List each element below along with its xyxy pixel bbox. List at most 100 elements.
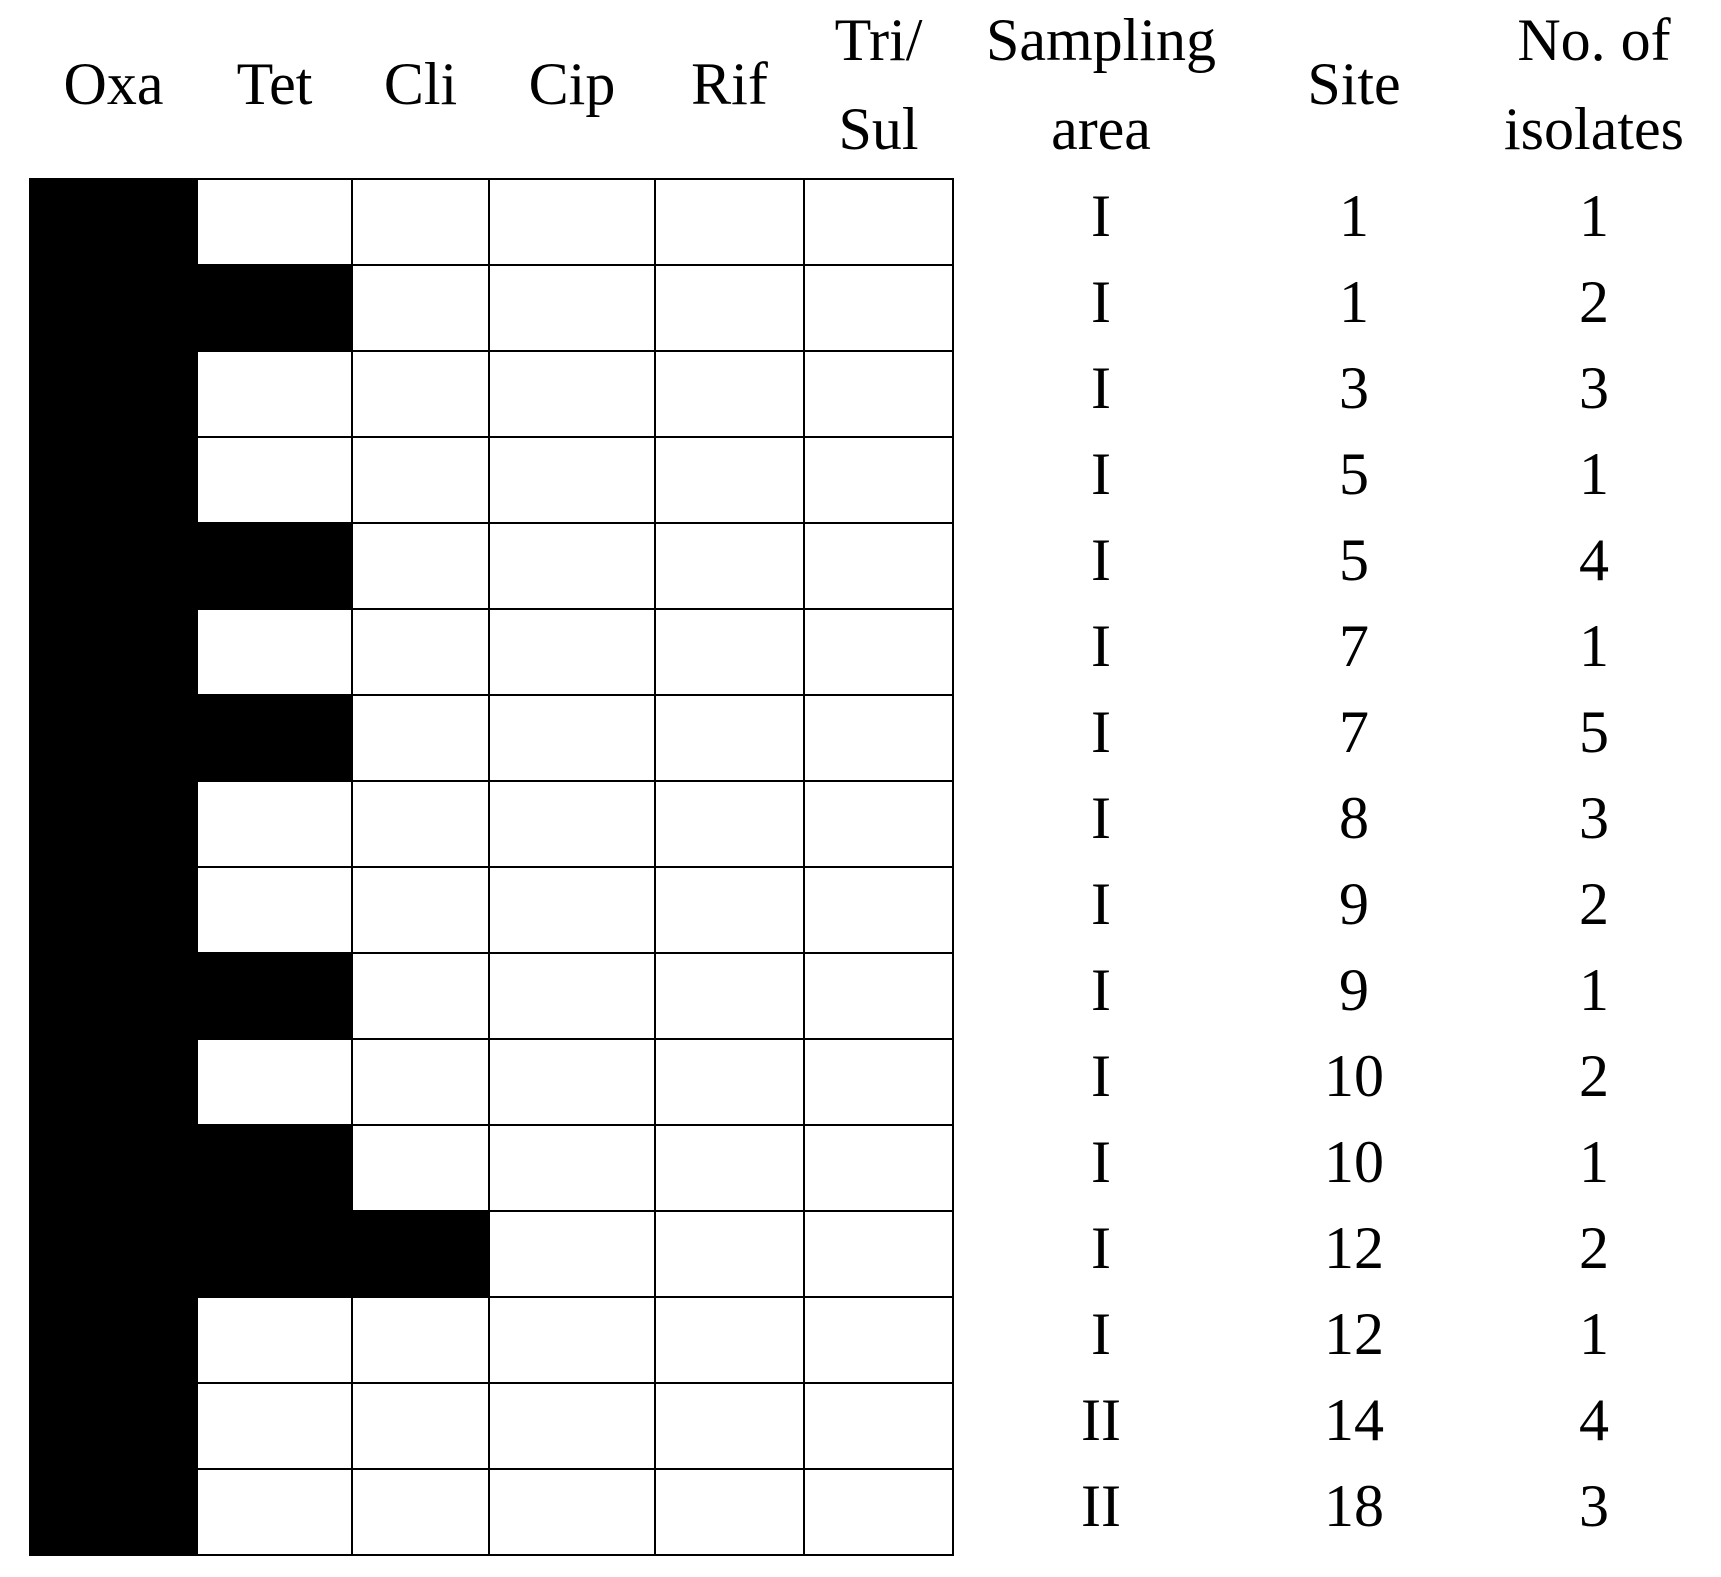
resistant-cell — [196, 522, 353, 610]
resistant-cell — [29, 436, 198, 524]
column-header: No. of — [1517, 7, 1670, 73]
area-cell: II — [1081, 1473, 1121, 1539]
area-cell: I — [1091, 871, 1111, 937]
susceptible-cell — [654, 608, 805, 696]
column-header: Tri/ — [835, 7, 923, 73]
susceptible-cell — [196, 866, 353, 954]
site-cell: 10 — [1324, 1129, 1384, 1195]
site-cell: 12 — [1324, 1215, 1384, 1281]
isolates-cell: 5 — [1579, 699, 1609, 765]
isolates-cell: 2 — [1579, 871, 1609, 937]
isolates-cell: 1 — [1579, 613, 1609, 679]
area-cell: I — [1091, 183, 1111, 249]
susceptible-cell — [196, 1468, 353, 1556]
isolates-cell: 1 — [1579, 441, 1609, 507]
resistant-cell — [29, 1038, 198, 1126]
site-cell: 12 — [1324, 1301, 1384, 1367]
resistant-cell — [29, 522, 198, 610]
area-cell: I — [1091, 1215, 1111, 1281]
isolates-cell: 1 — [1579, 1301, 1609, 1367]
resistant-cell — [196, 264, 353, 352]
site-cell: 9 — [1339, 957, 1369, 1023]
susceptible-cell — [654, 522, 805, 610]
susceptible-cell — [488, 1124, 656, 1212]
susceptible-cell — [488, 608, 656, 696]
susceptible-cell — [488, 1296, 656, 1384]
susceptible-cell — [351, 522, 490, 610]
area-cell: I — [1091, 441, 1111, 507]
susceptible-cell — [488, 264, 656, 352]
column-header: Cli — [384, 51, 457, 117]
area-cell: I — [1091, 957, 1111, 1023]
resistant-cell — [196, 1210, 353, 1298]
susceptible-cell — [803, 1124, 954, 1212]
susceptible-cell — [196, 350, 353, 438]
column-header: area — [1051, 96, 1151, 162]
resistant-cell — [29, 1210, 198, 1298]
column-header: isolates — [1504, 96, 1684, 162]
susceptible-cell — [351, 1124, 490, 1212]
area-cell: I — [1091, 1043, 1111, 1109]
susceptible-cell — [654, 694, 805, 782]
site-cell: 8 — [1339, 785, 1369, 851]
susceptible-cell — [803, 694, 954, 782]
susceptible-cell — [654, 436, 805, 524]
resistant-cell — [29, 1124, 198, 1212]
susceptible-cell — [803, 866, 954, 954]
resistant-cell — [29, 694, 198, 782]
susceptible-cell — [351, 1468, 490, 1556]
susceptible-cell — [488, 178, 656, 266]
isolates-cell: 2 — [1579, 269, 1609, 335]
susceptible-cell — [654, 1382, 805, 1470]
susceptible-cell — [488, 436, 656, 524]
susceptible-cell — [196, 1382, 353, 1470]
susceptible-cell — [351, 436, 490, 524]
susceptible-cell — [488, 1038, 656, 1126]
susceptible-cell — [654, 350, 805, 438]
susceptible-cell — [351, 608, 490, 696]
susceptible-cell — [654, 1038, 805, 1126]
site-cell: 3 — [1339, 355, 1369, 421]
susceptible-cell — [803, 952, 954, 1040]
susceptible-cell — [654, 264, 805, 352]
column-header: Sul — [838, 96, 918, 162]
isolates-cell: 1 — [1579, 1129, 1609, 1195]
resistant-cell — [29, 608, 198, 696]
susceptible-cell — [351, 866, 490, 954]
site-cell: 5 — [1339, 441, 1369, 507]
susceptible-cell — [351, 1038, 490, 1126]
area-cell: I — [1091, 355, 1111, 421]
susceptible-cell — [351, 952, 490, 1040]
susceptible-cell — [803, 178, 954, 266]
resistant-cell — [29, 780, 198, 868]
susceptible-cell — [351, 1296, 490, 1384]
susceptible-cell — [351, 178, 490, 266]
site-cell: 1 — [1339, 183, 1369, 249]
area-cell: I — [1091, 527, 1111, 593]
susceptible-cell — [488, 866, 656, 954]
susceptible-cell — [803, 608, 954, 696]
isolates-cell: 2 — [1579, 1215, 1609, 1281]
susceptible-cell — [196, 1038, 353, 1126]
area-cell: II — [1081, 1387, 1121, 1453]
site-cell: 5 — [1339, 527, 1369, 593]
susceptible-cell — [351, 1382, 490, 1470]
resistant-cell — [29, 1296, 198, 1384]
susceptible-cell — [803, 350, 954, 438]
site-cell: 1 — [1339, 269, 1369, 335]
column-header: Site — [1307, 51, 1400, 117]
susceptible-cell — [803, 1468, 954, 1556]
isolates-cell: 4 — [1579, 1387, 1609, 1453]
susceptible-cell — [803, 1382, 954, 1470]
susceptible-cell — [654, 1124, 805, 1212]
isolates-cell: 4 — [1579, 527, 1609, 593]
resistant-cell — [29, 866, 198, 954]
column-header: Oxa — [64, 51, 164, 117]
site-cell: 14 — [1324, 1387, 1384, 1453]
susceptible-cell — [488, 350, 656, 438]
susceptible-cell — [803, 436, 954, 524]
susceptible-cell — [351, 350, 490, 438]
susceptible-cell — [196, 780, 353, 868]
resistant-cell — [196, 694, 353, 782]
isolates-cell: 3 — [1579, 355, 1609, 421]
